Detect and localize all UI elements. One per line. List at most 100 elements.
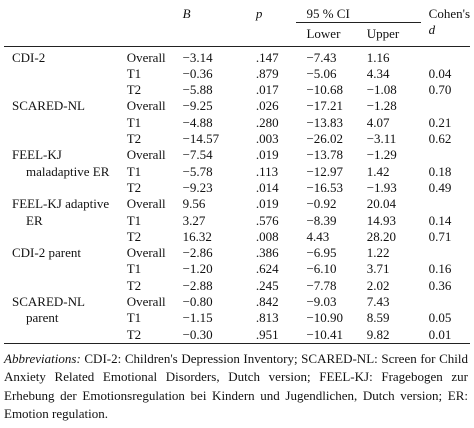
group-label: CDI-2: [4, 46, 127, 98]
group-label-line: maladaptive ER: [26, 163, 110, 179]
table-body: CDI-2 Overall −3.14 .147 −7.43 1.16 T1 −0.36 .87…: [4, 46, 470, 344]
timepoint: Overall: [126, 294, 166, 310]
ci-lower: −13.78: [306, 147, 344, 163]
p-value: .813: [255, 310, 279, 326]
timepoint: T1: [126, 310, 142, 326]
empty-cell: [421, 196, 470, 212]
table-row: T2 −0.30 .951 −10.41 9.82 0.01: [4, 327, 470, 344]
group-label: FEEL-KJ maladaptive ER: [4, 147, 127, 196]
p-value: .245: [255, 277, 279, 293]
timepoint: Overall: [126, 245, 166, 261]
ci-upper: 4.07: [366, 114, 390, 130]
b-value: −0.30: [182, 326, 213, 342]
p-value: .951: [255, 326, 279, 342]
b-value: −2.88: [182, 277, 213, 293]
ci-upper: 2.02: [366, 277, 390, 293]
b-value: −5.78: [182, 163, 213, 179]
b-value: −9.23: [182, 179, 213, 195]
ci-lower: −5.06: [306, 65, 337, 81]
ci-upper: −1.93: [366, 179, 397, 195]
group-label-line: CDI-2: [12, 49, 46, 65]
p-value: .280: [255, 114, 279, 130]
table-row: T1 −0.36 .879 −5.06 4.34 0.04: [4, 66, 470, 82]
ci-upper: 28.20: [366, 228, 396, 244]
timepoint: T2: [126, 131, 142, 147]
header-lower: Lower: [306, 26, 341, 42]
ci-upper: 20.04: [366, 196, 396, 212]
ci-lower: −13.83: [306, 114, 344, 130]
ci-upper: 3.71: [366, 261, 390, 277]
table-row: T1 −4.88 .280 −13.83 4.07 0.21: [4, 115, 470, 131]
ci-lower: −17.21: [306, 98, 344, 114]
group-label-line: FEEL-KJ: [12, 147, 62, 163]
footnote: Abbreviations: CDI-2: Children's Depress…: [4, 350, 468, 423]
header-ci: 95 % CI: [296, 2, 421, 24]
b-value: −14.57: [182, 131, 220, 147]
p-value: .386: [255, 245, 279, 261]
table-row: SCARED-NL parent Overall −0.80 .842 −9.03 7.43: [4, 294, 470, 325]
p-value: .003: [255, 131, 279, 147]
footnote-text: CDI-2: Children's Depression Inventory; …: [4, 350, 468, 421]
table-row: T2 −9.23 .014 −16.53 −1.93 0.49: [4, 180, 470, 196]
cohens-d: 0.21: [428, 114, 452, 130]
timepoint: Overall: [126, 147, 166, 163]
timepoint: T2: [126, 277, 142, 293]
p-value: .879: [255, 65, 279, 81]
p-value: .113: [255, 163, 279, 179]
p-value: .017: [255, 82, 279, 98]
table-row: T1 −1.20 .624 −6.10 3.71 0.16: [4, 261, 470, 277]
table-row: CDI-2 Overall −3.14 .147 −7.43 1.16: [4, 46, 470, 66]
group-label: SCARED-NL parent: [4, 294, 127, 343]
b-value: 9.56: [182, 196, 206, 212]
table-row: FEEL-KJ adaptive ER Overall 9.56 .019 −0.92 20…: [4, 196, 470, 227]
p-value: .026: [255, 98, 279, 114]
footnote-label: Abbreviations:: [4, 350, 81, 366]
ci-lower: −6.10: [306, 261, 337, 277]
p-value: .019: [255, 147, 279, 163]
timepoint: T2: [126, 82, 142, 98]
table-row: FEEL-KJ maladaptive ER Overall −7.54 .019 −13…: [4, 147, 470, 178]
timepoint: T2: [126, 326, 142, 342]
ci-lower: 4.43: [306, 228, 330, 244]
header-cohens: Cohen's: [428, 6, 470, 21]
cohens-d: 0.14: [428, 212, 452, 228]
group-label-line: SCARED-NL: [12, 98, 85, 114]
ci-upper: −3.11: [366, 131, 397, 147]
p-value: .147: [255, 49, 279, 65]
group-label-line: FEEL-KJ adaptive: [12, 196, 110, 212]
empty-cell: [421, 245, 470, 261]
group-label-line: parent: [26, 310, 59, 326]
header-p: p: [255, 6, 263, 21]
empty-cell: [421, 98, 470, 114]
b-value: −1.15: [182, 310, 213, 326]
ci-upper: 14.93: [366, 212, 396, 228]
ci-upper: −1.28: [366, 98, 397, 114]
timepoint: T2: [126, 179, 142, 195]
cohens-d: 0.16: [428, 261, 452, 277]
empty-cell: [421, 46, 470, 66]
results-table: B p 95 % CI Cohen's d Lower Upper CDI-2 O…: [4, 2, 470, 344]
cohens-d: 0.36: [428, 277, 452, 293]
table-row: T2 16.32 .008 4.43 28.20 0.71: [4, 229, 470, 245]
timepoint: T1: [126, 65, 142, 81]
ci-lower: −10.90: [306, 310, 344, 326]
timepoint: Overall: [126, 98, 166, 114]
ci-lower: −26.02: [306, 131, 344, 147]
ci-upper: 8.59: [366, 310, 390, 326]
timepoint: Overall: [126, 49, 166, 65]
ci-upper: 4.34: [366, 65, 390, 81]
ci-lower: −8.39: [306, 212, 337, 228]
cohens-d: 0.01: [428, 326, 452, 342]
cohens-d: 0.70: [428, 82, 452, 98]
b-value: −3.14: [182, 49, 213, 65]
b-value: 3.27: [182, 212, 206, 228]
ci-lower: −10.41: [306, 326, 344, 342]
timepoint: T2: [126, 228, 142, 244]
empty-cell: [421, 294, 470, 310]
ci-upper: 1.16: [366, 49, 390, 65]
ci-lower: −0.92: [306, 196, 337, 212]
p-value: .576: [255, 212, 279, 228]
cohens-d: 0.62: [428, 131, 452, 147]
b-value: −0.80: [182, 294, 213, 310]
